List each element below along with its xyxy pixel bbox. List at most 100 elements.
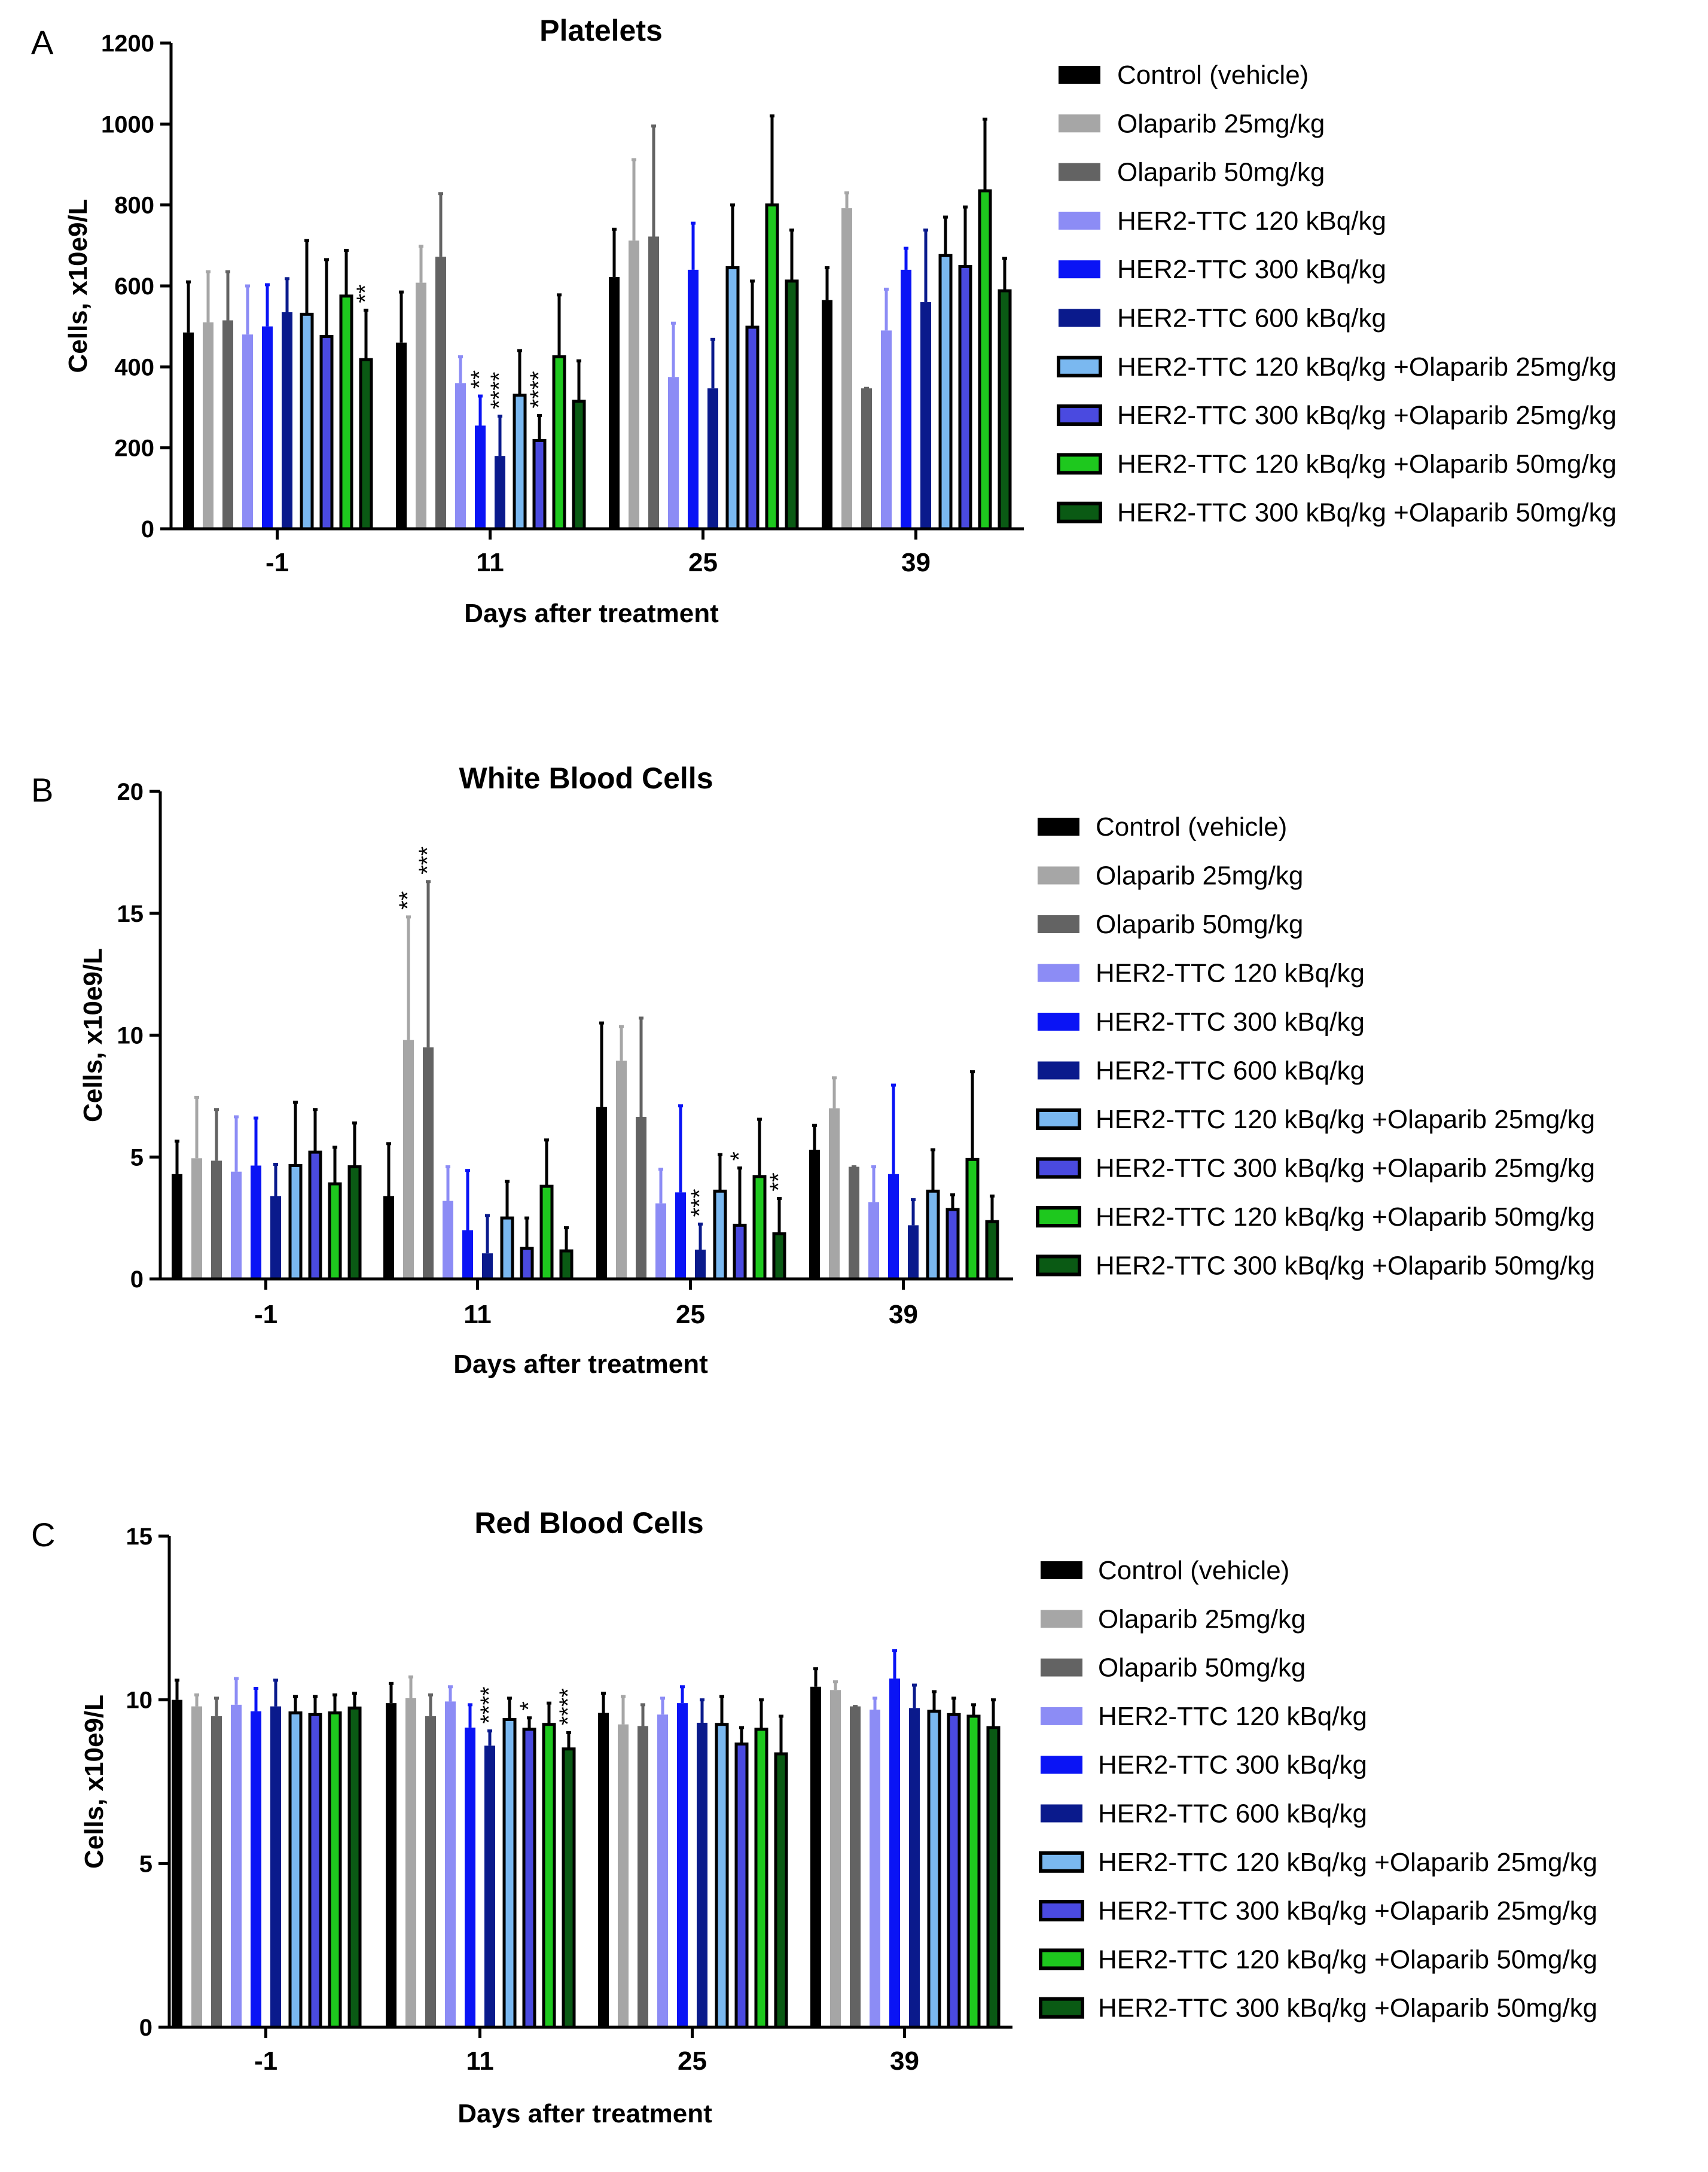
chart-panel-c: C Red Blood Cells 0 5 10 15 Cells, x10e9/L -1 11…	[31, 1506, 1597, 2128]
bar	[849, 1166, 859, 1279]
bar	[901, 269, 911, 529]
bar	[522, 1728, 536, 2029]
bar	[725, 266, 740, 531]
y-tick-label: 400	[114, 354, 154, 380]
legend-swatch	[1038, 1061, 1079, 1080]
legend-label: HER2-TTC 120 kBq/kg	[1096, 959, 1365, 988]
bar	[752, 1175, 767, 1281]
bar	[520, 1247, 534, 1281]
bar	[288, 1711, 303, 2029]
significance-marker: **	[395, 891, 421, 910]
bar	[908, 1225, 919, 1279]
y-tick-label: 0	[130, 1266, 144, 1293]
chart-panel-a: A Platelets 0 200 400 600 800 1000 1200 Cells, x1…	[31, 14, 1616, 628]
y-tick-label: 10	[117, 1023, 144, 1049]
bar	[562, 1747, 576, 2029]
bar	[172, 1174, 182, 1279]
bar	[947, 1713, 961, 2029]
y-tick-label: 5	[130, 1144, 144, 1171]
bar	[745, 325, 760, 531]
y-tick-label: 15	[117, 901, 144, 927]
legend-swatch	[1059, 211, 1100, 230]
bar	[328, 1182, 342, 1281]
bar	[715, 1723, 729, 2029]
bar	[552, 355, 566, 531]
bar	[282, 312, 292, 529]
legend-label: Olaparib 25mg/kg	[1096, 861, 1303, 891]
bar	[810, 1686, 821, 2027]
bar	[713, 1189, 727, 1281]
bar	[191, 1158, 202, 1279]
bar	[500, 1216, 514, 1281]
x-tick-label: -1	[254, 1300, 277, 1329]
bar	[986, 1726, 1001, 2029]
significance-marker: ****	[486, 372, 513, 409]
bar	[300, 312, 314, 531]
bar	[251, 1165, 261, 1279]
x-tick-label: 25	[688, 548, 718, 577]
bar	[785, 279, 799, 531]
legend-label: Olaparib 25mg/kg	[1117, 109, 1325, 138]
significance-marker: ***	[687, 1189, 713, 1217]
legend-label: HER2-TTC 120 kBq/kg	[1117, 206, 1386, 236]
bar	[482, 1253, 493, 1279]
legend-swatch	[1059, 114, 1100, 133]
legend-label: HER2-TTC 120 kBq/kg +Olaparib 25mg/kg	[1098, 1848, 1597, 1877]
legend-label: Control (vehicle)	[1096, 812, 1287, 842]
bar	[733, 1223, 747, 1281]
significance-marker: ***	[414, 846, 441, 875]
bar	[966, 1714, 981, 2029]
bar	[443, 1201, 453, 1279]
bar	[861, 388, 872, 529]
legend-label: HER2-TTC 300 kBq/kg +Olaparib 50mg/kg	[1117, 498, 1616, 528]
bar	[231, 1171, 242, 1279]
bar	[677, 1703, 688, 2027]
bar	[774, 1752, 788, 2029]
bar	[870, 1710, 880, 2027]
legend-swatch	[1059, 309, 1100, 327]
x-tick-label: 39	[901, 548, 931, 577]
x-tick-label: 11	[463, 1300, 492, 1329]
legend-swatch	[1038, 964, 1079, 982]
bar	[609, 277, 620, 529]
bar	[938, 254, 953, 531]
legend-label: HER2-TTC 120 kBq/kg +Olaparib 25mg/kg	[1117, 352, 1616, 382]
bar	[946, 1208, 960, 1281]
bar	[532, 438, 547, 531]
y-tick-label: 0	[139, 2015, 152, 2041]
legend-swatch	[1059, 260, 1100, 279]
legend-swatch	[1038, 1013, 1079, 1031]
legend-swatch	[1057, 453, 1102, 475]
bar	[809, 1150, 820, 1279]
panel-letter: C	[31, 1516, 55, 1553]
bar	[462, 1230, 473, 1279]
bar	[829, 1108, 840, 1279]
bar	[596, 1107, 607, 1279]
bar	[183, 332, 194, 529]
bar	[288, 1164, 303, 1281]
bar	[383, 1196, 394, 1279]
legend-label: HER2-TTC 300 kBq/kg +Olaparib 50mg/kg	[1096, 1251, 1595, 1281]
bar	[231, 1704, 242, 2027]
bar	[772, 1232, 786, 1281]
bar	[539, 1184, 554, 1281]
bar	[502, 1718, 517, 2029]
bar	[559, 1249, 574, 1281]
bar	[765, 203, 779, 531]
legend-label: HER2-TTC 300 kBq/kg +Olaparib 50mg/kg	[1098, 1994, 1597, 2023]
x-tick-label: 25	[676, 1300, 705, 1329]
bar	[850, 1706, 861, 2027]
bar	[251, 1711, 261, 2027]
bar	[416, 282, 426, 529]
legend-swatch	[1038, 818, 1079, 836]
bar	[308, 1150, 322, 1281]
legend-label: HER2-TTC 300 kBq/kg +Olaparib 25mg/kg	[1117, 401, 1616, 430]
bar	[211, 1160, 222, 1279]
legend-swatch	[1041, 1756, 1082, 1774]
legend: Control (vehicle) Olaparib 25mg/kg Olapari…	[1057, 60, 1616, 528]
legend-swatch	[1039, 1948, 1084, 1970]
y-tick-label: 600	[114, 273, 154, 300]
legend-label: HER2-TTC 300 kBq/kg +Olaparib 25mg/kg	[1098, 1896, 1597, 1926]
legend-swatch	[1036, 1206, 1081, 1227]
bar	[203, 322, 214, 529]
